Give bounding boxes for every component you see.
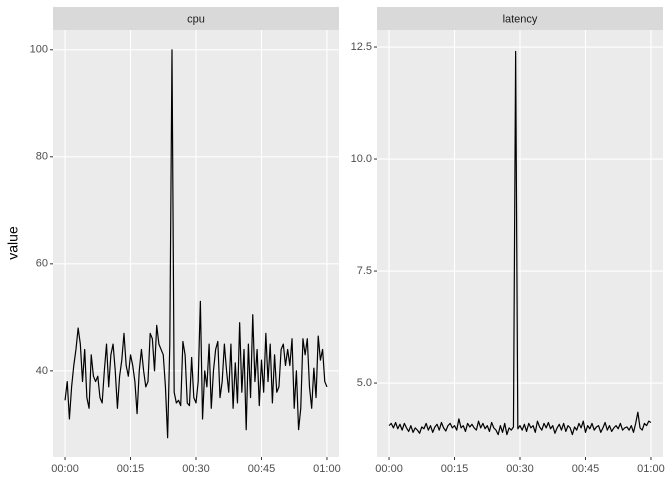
panel-title: cpu <box>187 13 205 25</box>
x-tick-label: 00:30 <box>182 463 210 475</box>
x-tick-label: 00:00 <box>51 463 79 475</box>
strip <box>377 7 663 30</box>
x-tick-label: 00:15 <box>117 463 145 475</box>
strip <box>53 7 339 30</box>
x-tick-label: 01:00 <box>313 463 341 475</box>
x-tick-label: 00:45 <box>248 463 276 475</box>
x-tick-label: 01:00 <box>637 463 665 475</box>
data-line <box>388 50 652 436</box>
y-tick-label: 40 <box>36 365 48 377</box>
y-tick-label: 12.5 <box>351 41 372 53</box>
x-tick-label: 00:45 <box>572 463 600 475</box>
y-tick-label: 60 <box>36 258 48 270</box>
data-line <box>64 49 328 439</box>
y-tick-label: 7.5 <box>357 265 372 277</box>
x-tick-label: 00:30 <box>506 463 534 475</box>
x-tick-label: 00:15 <box>441 463 469 475</box>
panel-title: latency <box>503 13 538 25</box>
y-tick-label: 80 <box>36 151 48 163</box>
y-tick-label: 100 <box>30 44 48 56</box>
y-tick-label: 5.0 <box>357 377 372 389</box>
y-axis-label: value <box>5 226 21 260</box>
x-tick-label: 00:00 <box>375 463 403 475</box>
y-tick-label: 10.0 <box>351 153 372 165</box>
